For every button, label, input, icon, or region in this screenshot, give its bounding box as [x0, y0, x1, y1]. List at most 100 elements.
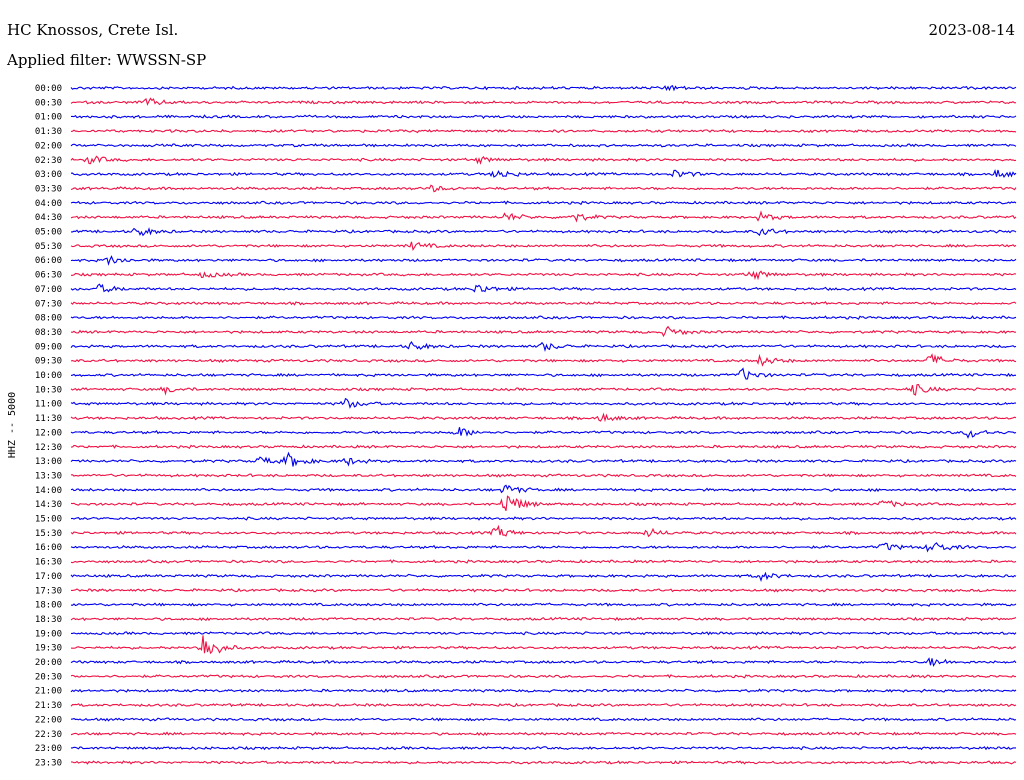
- trace-line: [70, 341, 1017, 352]
- trace-line: [70, 128, 1017, 134]
- trace-line: [70, 427, 1017, 439]
- time-label: 18:30: [35, 615, 62, 625]
- time-label: 15:30: [35, 529, 62, 539]
- trace-line: [70, 559, 1017, 564]
- trace-line: [70, 367, 1017, 380]
- trace-line: [70, 616, 1017, 622]
- time-label: 03:00: [35, 170, 62, 180]
- trace-line: [70, 84, 1017, 92]
- time-label: 22:00: [35, 715, 62, 725]
- trace-line: [70, 635, 1017, 655]
- trace-line: [70, 384, 1017, 396]
- time-label: 21:30: [35, 701, 62, 711]
- time-tick-labels: 00:00 00:30 01:00 01:30 02:00 02:30 03:00 03:30…: [35, 84, 62, 768]
- time-label: 05:00: [35, 228, 62, 238]
- time-label: 08:30: [35, 328, 62, 338]
- time-label: 18:00: [35, 601, 62, 611]
- trace-line: [70, 702, 1017, 708]
- time-label: 21:00: [35, 687, 62, 697]
- trace-line: [70, 602, 1017, 607]
- time-label: 07:00: [35, 285, 62, 295]
- trace-line: [70, 155, 1017, 165]
- trace-line: [70, 184, 1017, 193]
- time-label: 04:00: [35, 199, 62, 209]
- trace-line: [70, 451, 1017, 467]
- channel-label: HHZ -- 5000: [7, 392, 18, 458]
- trace-line: [70, 210, 1017, 223]
- time-label: 07:30: [35, 299, 62, 309]
- trace-line: [71, 746, 1016, 751]
- trace-line: [70, 412, 1017, 423]
- trace-line: [70, 325, 1016, 338]
- time-label: 04:30: [35, 213, 62, 223]
- trace-line: [70, 688, 1017, 693]
- time-label: 17:30: [35, 586, 62, 596]
- trace-line: [70, 200, 1017, 206]
- trace-line: [70, 255, 1017, 266]
- trace-line: [70, 760, 1017, 765]
- time-label: 14:30: [35, 500, 62, 510]
- trace-line: [70, 657, 1017, 667]
- time-label: 19:00: [35, 629, 62, 639]
- trace-line: [70, 315, 1017, 320]
- time-label: 10:00: [35, 371, 62, 381]
- time-label: 09:00: [35, 342, 62, 352]
- trace-line: [70, 97, 1017, 106]
- time-label: 22:30: [35, 730, 62, 740]
- date-label: 2023-08-14: [928, 21, 1015, 39]
- trace-line: [70, 571, 1017, 583]
- time-label: 12:30: [35, 443, 62, 453]
- time-label: 06:30: [35, 271, 62, 281]
- time-label: 16:00: [35, 543, 62, 553]
- time-label: 17:00: [35, 572, 62, 582]
- trace-line: [71, 631, 1017, 636]
- filter-label: Applied filter: WWSSN-SP: [7, 51, 207, 69]
- trace-line: [70, 495, 1017, 511]
- trace-line: [70, 353, 1017, 367]
- time-label: 20:30: [35, 672, 62, 682]
- time-label: 14:00: [35, 486, 62, 496]
- time-label: 00:00: [35, 84, 62, 94]
- time-label: 11:30: [35, 414, 62, 424]
- time-label: 16:30: [35, 558, 62, 568]
- time-label: 03:30: [35, 184, 62, 194]
- trace-line: [70, 143, 1017, 148]
- time-label: 23:30: [35, 758, 62, 768]
- time-label: 01:30: [35, 127, 62, 137]
- trace-line: [71, 587, 1017, 593]
- time-label: 02:30: [35, 156, 62, 166]
- time-label: 15:00: [35, 515, 62, 525]
- trace-line: [70, 524, 1017, 538]
- trace-line: [70, 283, 1017, 293]
- time-label: 19:30: [35, 644, 62, 654]
- trace-line: [70, 444, 1017, 449]
- trace-line: [71, 270, 1017, 281]
- time-label: 11:00: [35, 400, 62, 410]
- trace-line: [70, 542, 1017, 553]
- time-label: 00:30: [35, 98, 62, 108]
- trace-line: [71, 227, 1017, 237]
- trace-line: [70, 169, 1017, 178]
- time-label: 01:00: [35, 113, 62, 123]
- trace-line: [70, 300, 1017, 306]
- trace-line: [70, 717, 1017, 722]
- trace-line: [71, 114, 1017, 119]
- trace-line: [70, 241, 1017, 252]
- trace-line: [70, 516, 1017, 521]
- station-title: HC Knossos, Crete Isl.: [7, 21, 179, 39]
- trace-line: [70, 473, 1017, 478]
- trace-line: [70, 673, 1017, 679]
- time-label: 02:00: [35, 141, 62, 151]
- time-label: 06:00: [35, 256, 62, 266]
- time-label: 20:00: [35, 658, 62, 668]
- time-label: 10:30: [35, 385, 62, 395]
- time-label: 08:00: [35, 314, 62, 324]
- trace-line: [70, 484, 1017, 494]
- time-label: 13:30: [35, 471, 62, 481]
- trace-lines: [70, 84, 1017, 765]
- time-label: 13:00: [35, 457, 62, 467]
- time-label: 09:30: [35, 357, 62, 367]
- time-label: 05:30: [35, 242, 62, 252]
- trace-line: [70, 731, 1017, 736]
